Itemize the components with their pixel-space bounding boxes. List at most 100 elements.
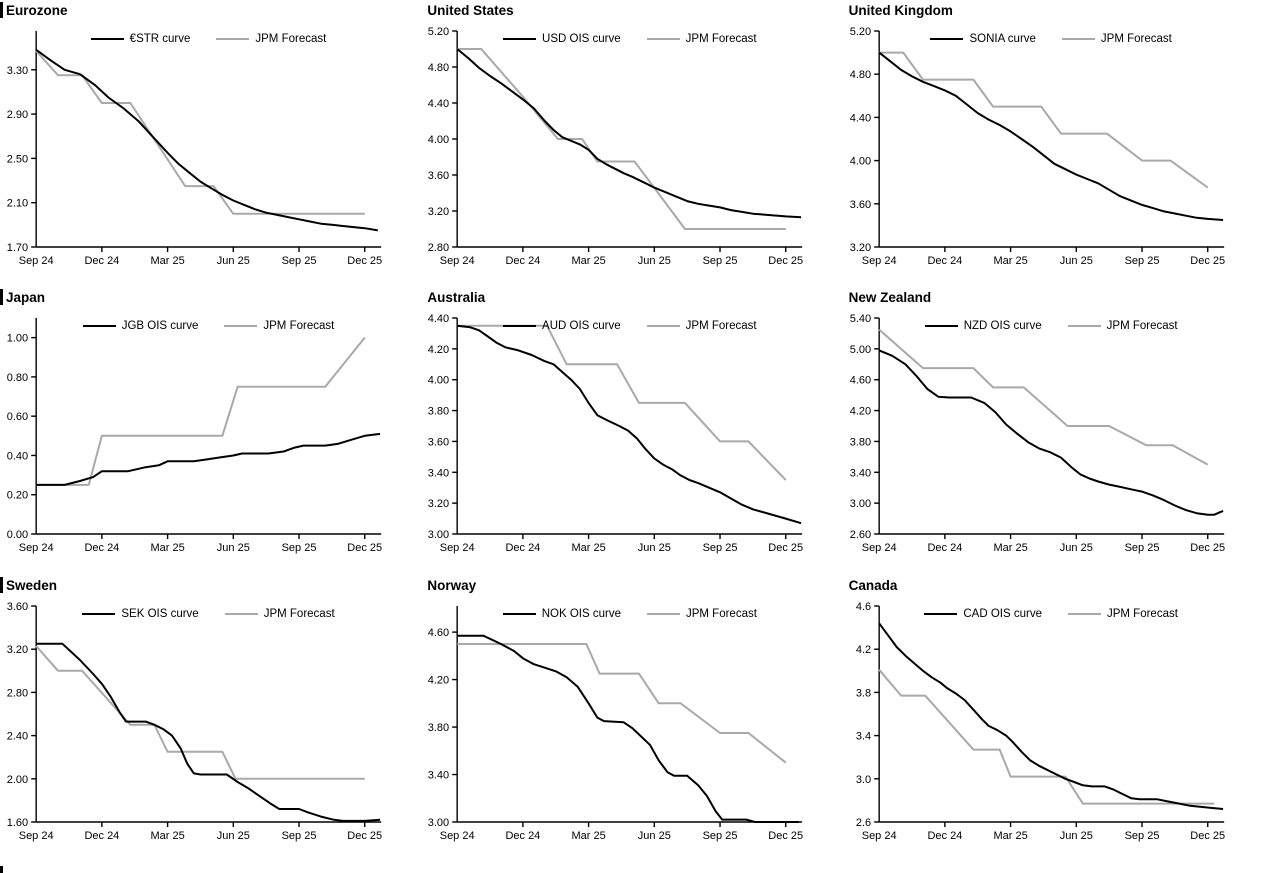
x-axis-tick-label: Sep 25 — [703, 830, 738, 842]
x-axis-tick-label: Mar 25 — [150, 255, 184, 267]
y-axis-tick-label: 2.50 — [7, 153, 28, 165]
forecast-line — [35, 50, 365, 215]
y-axis-tick-label: 1.60 — [7, 817, 28, 829]
y-axis-tick-label: 2.00 — [7, 774, 28, 786]
x-axis-tick-label: Mar 25 — [572, 542, 606, 554]
y-axis-tick-label: 5.20 — [428, 26, 449, 38]
chart-title: Canada — [848, 578, 898, 593]
x-axis-tick-label: Mar 25 — [150, 830, 184, 842]
x-axis-tick-label: Dec 24 — [84, 255, 119, 267]
x-axis-tick-label: Sep 25 — [282, 255, 317, 267]
x-axis-tick-label: Jun 25 — [1059, 830, 1092, 842]
y-axis-tick-label: 3.60 — [428, 436, 449, 448]
y-axis-tick-label: 4.2 — [856, 644, 871, 656]
y-axis-tick-label: 4.6 — [856, 601, 871, 613]
x-axis-tick-label: Dec 24 — [506, 830, 541, 842]
y-axis-tick-label: 2.6 — [856, 817, 871, 829]
x-axis-tick-label: Dec 25 — [347, 542, 382, 554]
x-axis-tick-label: Dec 25 — [769, 542, 804, 554]
y-axis-tick-label: 3.00 — [428, 817, 449, 829]
y-axis-tick-label: 3.4 — [856, 731, 871, 743]
x-axis-tick-label: Sep 25 — [282, 542, 317, 554]
y-axis-tick-label: 3.00 — [428, 529, 449, 541]
y-axis-tick-label: 4.40 — [428, 313, 449, 325]
chart-title: United Kingdom — [848, 3, 953, 18]
y-axis-tick-label: 3.0 — [856, 774, 871, 786]
x-axis-tick-label: Dec 24 — [84, 542, 119, 554]
y-axis-tick-label: 3.80 — [428, 406, 449, 418]
x-axis-tick-label: Dec 24 — [506, 255, 541, 267]
market-curve-line — [878, 349, 1224, 516]
chart-area: 4.6 4.2 3.8 3.4 3.0 2.6 Sep 24 Dec 24 Mar 25 Jun … — [843, 594, 1264, 856]
chart-area: 3.60 3.20 2.80 2.40 2.00 1.60 Sep 24 Dec 24 Mar … — [0, 594, 421, 856]
y-axis-tick-label: 1.00 — [7, 333, 28, 345]
x-axis-tick-label: Dec 25 — [347, 830, 382, 842]
chart-title: Australia — [427, 290, 486, 305]
y-axis-tick-label: 0.40 — [7, 450, 28, 462]
y-axis-tick-label: 3.20 — [428, 498, 449, 510]
x-axis-tick-label: Dec 24 — [927, 542, 962, 554]
y-axis-tick-label: 4.00 — [428, 134, 449, 146]
chart-area: 5.20 4.80 4.40 4.00 3.60 3.20 Sep 24 Dec 24 Mar … — [843, 19, 1264, 281]
x-axis-tick-label: Sep 24 — [440, 830, 475, 842]
y-axis-tick-label: 2.60 — [849, 529, 870, 541]
y-axis-tick-label: 4.20 — [428, 344, 449, 356]
forecast-line — [457, 48, 787, 230]
market-curve-line — [36, 642, 381, 822]
section-marker-partial — [0, 866, 3, 873]
y-axis-tick-label: 5.40 — [849, 313, 870, 325]
chart-panel-canada: Canada 4.6 4.2 3.8 3.4 3.0 2.6 Sep 24 Dec 24 Mar … — [843, 575, 1264, 873]
x-axis-tick-label: Sep 24 — [19, 255, 54, 267]
x-axis-tick-label: Sep 25 — [1124, 830, 1159, 842]
x-axis-tick-label: Dec 25 — [769, 255, 804, 267]
x-axis-tick-label: Jun 25 — [1059, 542, 1092, 554]
chart-panel-united-kingdom: United Kingdom 5.20 4.80 4.40 4.00 3.60 3.20 Se… — [843, 0, 1264, 287]
y-axis-tick-label: 4.80 — [428, 62, 449, 74]
y-axis-tick-label: 1.70 — [7, 242, 28, 254]
y-axis-tick-label: 3.8 — [856, 687, 871, 699]
y-axis-tick-label: 0.00 — [7, 529, 28, 541]
y-axis-tick-label: 2.80 — [428, 242, 449, 254]
section-marker-icon — [0, 2, 3, 18]
forecast-line — [878, 328, 1208, 466]
x-axis-tick-label: Sep 25 — [1124, 542, 1159, 554]
y-axis-tick-label: 3.00 — [849, 498, 870, 510]
chart-title: Japan — [6, 290, 46, 305]
y-axis-tick-label: 4.20 — [849, 406, 870, 418]
x-axis-tick-label: Sep 24 — [19, 830, 54, 842]
x-axis-tick-label: Mar 25 — [993, 255, 1027, 267]
y-axis-tick-label: 3.60 — [428, 170, 449, 182]
chart-panel-sweden: Sweden 3.60 3.20 2.80 2.40 2.00 1.60 Sep 24 Dec … — [0, 575, 421, 873]
y-axis-tick-label: 3.40 — [849, 467, 870, 479]
chart-area: 4.40 4.20 4.00 3.80 3.60 3.40 3.20 3.00 Sep 24 De… — [421, 306, 842, 568]
x-axis-tick-label: Jun 25 — [217, 255, 250, 267]
y-axis-tick-label: 2.10 — [7, 198, 28, 210]
forecast-line — [36, 336, 366, 486]
section-marker-icon — [0, 289, 3, 305]
y-axis-tick-label: 3.40 — [428, 467, 449, 479]
y-axis-tick-label: 5.00 — [849, 344, 870, 356]
x-axis-tick-label: Sep 25 — [703, 542, 738, 554]
x-axis-tick-label: Mar 25 — [993, 542, 1027, 554]
y-axis-tick-label: 3.20 — [428, 206, 449, 218]
chart-panel-new-zealand: New Zealand 5.40 5.00 4.60 4.20 3.80 3.40 3.00 2… — [843, 287, 1264, 575]
market-curve-line — [456, 48, 802, 219]
x-axis-tick-label: Mar 25 — [572, 255, 606, 267]
x-axis-tick-label: Sep 24 — [19, 542, 54, 554]
x-axis-tick-label: Jun 25 — [217, 830, 250, 842]
y-axis-tick-label: 2.80 — [7, 687, 28, 699]
y-axis-tick-label: 2.90 — [7, 109, 28, 121]
x-axis-tick-label: Jun 25 — [638, 830, 671, 842]
chart-panel-australia: Australia 4.40 4.20 4.00 3.80 3.60 3.40 3.20 3.0… — [421, 287, 842, 575]
chart-panel-eurozone: Eurozone 3.30 2.90 2.50 2.10 1.70 Sep 24 Dec 24… — [0, 0, 421, 287]
market-curve-line — [35, 48, 379, 232]
x-axis-tick-label: Jun 25 — [1059, 255, 1092, 267]
chart-area: 3.30 2.90 2.50 2.10 1.70 Sep 24 Dec 24 Mar 25 Ju… — [0, 19, 421, 281]
x-axis-tick-label: Sep 24 — [861, 830, 896, 842]
